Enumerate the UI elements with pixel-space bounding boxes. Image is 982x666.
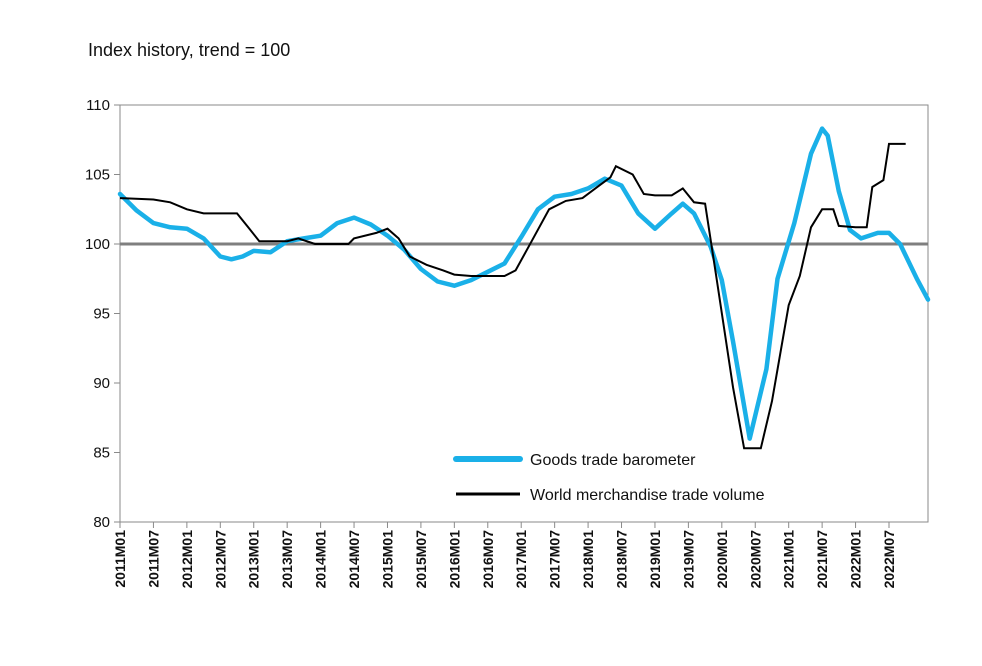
y-tick-label: 80 bbox=[93, 514, 110, 531]
y-tick-label: 85 bbox=[93, 445, 110, 462]
x-tick-label: 2015M07 bbox=[413, 530, 429, 589]
x-tick-label: 2012M07 bbox=[212, 530, 228, 589]
x-tick-label: 2020M07 bbox=[747, 530, 763, 589]
x-tick-label: 2018M01 bbox=[580, 530, 596, 589]
x-tick-label: 2013M07 bbox=[279, 530, 295, 589]
legend-label-world-merchandise-trade-volume: World merchandise trade volume bbox=[530, 487, 765, 504]
legend-label-goods-trade-barometer: Goods trade barometer bbox=[530, 452, 696, 469]
y-tick-label: 110 bbox=[86, 97, 110, 114]
x-tick-label: 2016M01 bbox=[446, 530, 462, 589]
x-tick-label: 2014M01 bbox=[313, 530, 329, 589]
chart-title: Index history, trend = 100 bbox=[88, 40, 291, 60]
x-tick-label: 2017M07 bbox=[547, 530, 563, 589]
x-tick-label: 2012M01 bbox=[179, 530, 195, 589]
x-tick-label: 2018M07 bbox=[614, 530, 630, 589]
x-tick-label: 2022M07 bbox=[881, 530, 897, 589]
x-tick-label: 2019M01 bbox=[647, 530, 663, 589]
x-tick-label: 2021M01 bbox=[781, 530, 797, 589]
x-tick-label: 2015M01 bbox=[379, 530, 395, 589]
y-tick-label: 105 bbox=[85, 167, 110, 184]
series-line-world-merchandise-trade-volume bbox=[119, 142, 906, 450]
x-tick-label: 2022M01 bbox=[848, 530, 864, 589]
x-tick-label: 2021M07 bbox=[814, 530, 830, 589]
x-tick-label: 2019M07 bbox=[680, 530, 696, 589]
y-tick-label: 100 bbox=[85, 236, 110, 253]
series-line-goods-trade-barometer bbox=[117, 126, 931, 441]
x-tick-label: 2017M01 bbox=[513, 530, 529, 589]
x-tick-label: 2011M01 bbox=[112, 530, 128, 588]
y-tick-label: 95 bbox=[93, 306, 110, 323]
x-tick-label: 2013M01 bbox=[246, 530, 262, 589]
x-tick-label: 2011M07 bbox=[145, 530, 161, 588]
x-tick-label: 2014M07 bbox=[346, 530, 362, 589]
y-tick-label: 90 bbox=[93, 375, 110, 392]
x-tick-label: 2016M07 bbox=[480, 530, 496, 589]
x-tick-label: 2020M01 bbox=[714, 530, 730, 589]
